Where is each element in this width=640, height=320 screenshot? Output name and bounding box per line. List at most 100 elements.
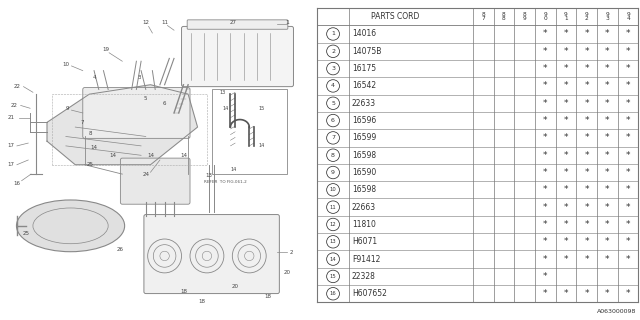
Text: *: *: [543, 237, 548, 246]
Text: *: *: [584, 29, 589, 38]
Text: 16: 16: [13, 181, 20, 186]
Text: *: *: [543, 255, 548, 264]
Text: *: *: [584, 151, 589, 160]
Text: 14: 14: [91, 145, 97, 150]
Text: *: *: [564, 29, 568, 38]
Text: 10: 10: [62, 61, 69, 67]
Text: *: *: [605, 168, 610, 177]
Text: 9
3: 9 3: [605, 12, 609, 21]
Text: *: *: [626, 47, 630, 56]
Text: *: *: [605, 116, 610, 125]
Text: *: *: [543, 47, 548, 56]
Text: *: *: [543, 29, 548, 38]
Text: 1: 1: [285, 20, 289, 25]
Text: 22: 22: [13, 84, 20, 89]
Text: 24: 24: [142, 172, 149, 177]
Text: *: *: [543, 220, 548, 229]
Text: *: *: [543, 289, 548, 298]
Text: *: *: [564, 47, 568, 56]
Text: 1: 1: [331, 31, 335, 36]
Text: *: *: [564, 133, 568, 142]
Text: *: *: [584, 203, 589, 212]
Text: 16542: 16542: [352, 81, 376, 91]
Text: *: *: [584, 289, 589, 298]
Text: *: *: [626, 289, 630, 298]
Text: 11: 11: [330, 205, 337, 210]
Text: *: *: [584, 255, 589, 264]
Polygon shape: [47, 85, 198, 165]
Text: 4: 4: [331, 84, 335, 88]
Text: 14: 14: [223, 106, 229, 111]
Text: *: *: [626, 185, 630, 194]
Text: *: *: [626, 151, 630, 160]
Text: 6: 6: [163, 101, 166, 106]
Text: 21: 21: [8, 115, 15, 120]
Text: 7: 7: [81, 120, 84, 125]
FancyBboxPatch shape: [182, 27, 294, 87]
Text: *: *: [543, 203, 548, 212]
Text: *: *: [605, 203, 610, 212]
Text: 9: 9: [331, 170, 335, 175]
Text: *: *: [605, 47, 610, 56]
Text: *: *: [543, 168, 548, 177]
Text: *: *: [605, 81, 610, 91]
FancyBboxPatch shape: [120, 158, 190, 204]
Text: *: *: [564, 237, 568, 246]
Text: 27: 27: [230, 20, 237, 25]
Text: *: *: [626, 255, 630, 264]
Text: 19: 19: [102, 47, 109, 52]
Text: *: *: [543, 272, 548, 281]
Text: 5: 5: [331, 101, 335, 106]
Text: *: *: [626, 99, 630, 108]
Text: *: *: [564, 64, 568, 73]
Text: 20: 20: [232, 284, 239, 290]
Text: *: *: [564, 203, 568, 212]
Text: 2: 2: [331, 49, 335, 54]
Ellipse shape: [17, 200, 125, 252]
Text: 16598: 16598: [352, 151, 376, 160]
Text: 17: 17: [8, 162, 15, 167]
Text: 9
4: 9 4: [626, 12, 630, 21]
Text: 5: 5: [144, 96, 148, 101]
Text: *: *: [584, 168, 589, 177]
Text: 7: 7: [331, 135, 335, 140]
Text: *: *: [605, 133, 610, 142]
Text: 14: 14: [330, 257, 337, 262]
Text: *: *: [626, 116, 630, 125]
Text: A063000098: A063000098: [597, 309, 637, 314]
Text: 8: 8: [331, 153, 335, 158]
Text: *: *: [584, 116, 589, 125]
Text: 18: 18: [199, 299, 205, 304]
Text: 14016: 14016: [352, 29, 376, 38]
Text: 18: 18: [180, 289, 187, 294]
Text: 14: 14: [147, 153, 154, 158]
Text: *: *: [564, 220, 568, 229]
Text: 11: 11: [161, 20, 168, 25]
Text: *: *: [584, 237, 589, 246]
Text: *: *: [605, 64, 610, 73]
Text: *: *: [626, 237, 630, 246]
Text: 8
8: 8 8: [502, 12, 506, 21]
Text: *: *: [584, 81, 589, 91]
Text: H6071: H6071: [352, 237, 377, 246]
Text: *: *: [564, 168, 568, 177]
Text: *: *: [584, 64, 589, 73]
Text: 14: 14: [180, 153, 187, 158]
Text: 25: 25: [23, 231, 30, 236]
Text: *: *: [543, 151, 548, 160]
Text: *: *: [584, 185, 589, 194]
Text: 9
2: 9 2: [585, 12, 589, 21]
Text: 14: 14: [109, 153, 116, 158]
Text: *: *: [564, 81, 568, 91]
Text: 16599: 16599: [352, 133, 376, 142]
Text: *: *: [564, 116, 568, 125]
Text: 17: 17: [8, 143, 15, 148]
Text: 15: 15: [330, 274, 337, 279]
Text: 16598: 16598: [352, 185, 376, 194]
Text: 22663: 22663: [352, 203, 376, 212]
Text: *: *: [584, 99, 589, 108]
FancyBboxPatch shape: [144, 214, 280, 293]
Text: 16: 16: [330, 291, 337, 296]
Text: 15: 15: [259, 106, 264, 111]
Text: 22: 22: [11, 103, 18, 108]
